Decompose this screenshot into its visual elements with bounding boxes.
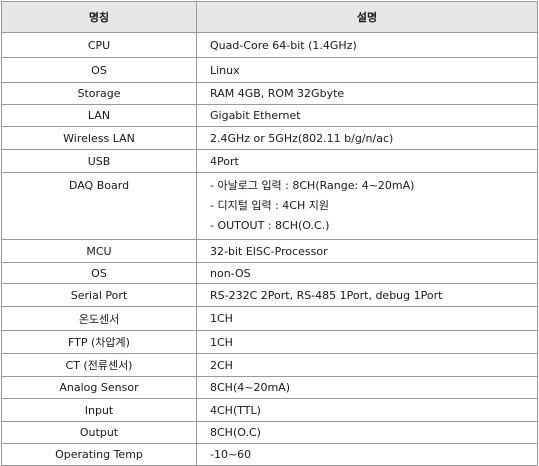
daq-digital-input: - 디지털 입력 : 4CH 지원: [210, 199, 329, 212]
row-name: LAN: [1, 104, 197, 127]
row-description: 1CH: [196, 306, 538, 331]
row-name: Output: [1, 421, 197, 444]
header-row: 명칭 설명: [1, 1, 538, 33]
table-row: FTP (차압계) 1CH: [1, 330, 538, 354]
row-description: 2CH: [196, 353, 538, 377]
table-row: DAQ Board - 아날로그 입력 : 8CH(Range: 4~20mA)…: [1, 172, 538, 240]
row-description: 4CH(TTL): [196, 398, 538, 422]
row-description: RAM 4GB, ROM 32Gbyte: [196, 82, 538, 105]
row-description: Linux: [196, 57, 538, 83]
row-name: OS: [1, 57, 197, 83]
row-description: Quad-Core 64-bit (1.4GHz): [196, 32, 538, 58]
row-name: DAQ Board: [1, 172, 197, 240]
row-name: 온도센서: [1, 306, 197, 331]
row-name: CPU: [1, 32, 197, 58]
table-row: LAN Gigabit Ethernet: [1, 104, 538, 127]
header-description: 설명: [196, 1, 538, 33]
table-row: Analog Sensor 8CH(4~20mA): [1, 376, 538, 399]
table-row: 온도센서 1CH: [1, 306, 538, 331]
table-row: OS Linux: [1, 57, 538, 83]
table-row: Input 4CH(TTL): [1, 398, 538, 422]
row-name: Serial Port: [1, 283, 197, 307]
row-description: 8CH(O.C): [196, 421, 538, 444]
row-description: 2.4GHz or 5GHz(802.11 b/g/n/ac): [196, 126, 538, 150]
row-name: CT (전류센서): [1, 353, 197, 377]
row-name: FTP (차압계): [1, 330, 197, 354]
daq-output: - OUTOUT : 8CH(O.C.): [210, 219, 330, 232]
table-row: Serial Port RS-232C 2Port, RS-485 1Port,…: [1, 283, 538, 307]
row-description: 4Port: [196, 149, 538, 173]
row-name: MCU: [1, 239, 197, 263]
table-row: Wireless LAN 2.4GHz or 5GHz(802.11 b/g/n…: [1, 126, 538, 150]
row-description: 32-bit EISC-Processor: [196, 239, 538, 263]
row-name: Analog Sensor: [1, 376, 197, 399]
table-row: USB 4Port: [1, 149, 538, 173]
row-name: USB: [1, 149, 197, 173]
table-row: MCU 32-bit EISC-Processor: [1, 239, 538, 263]
row-description: Gigabit Ethernet: [196, 104, 538, 127]
daq-analog-input: - 아날로그 입력 : 8CH(Range: 4~20mA): [210, 179, 415, 192]
row-name: OS: [1, 262, 197, 284]
table-row: Output 8CH(O.C): [1, 421, 538, 444]
row-description: non-OS: [196, 262, 538, 284]
row-name: Wireless LAN: [1, 126, 197, 150]
table-row: OS non-OS: [1, 262, 538, 284]
header-name: 명칭: [1, 1, 197, 33]
row-description: RS-232C 2Port, RS-485 1Port, debug 1Port: [196, 283, 538, 307]
row-description: - 아날로그 입력 : 8CH(Range: 4~20mA) - 디지털 입력 …: [196, 172, 538, 240]
table-row: CT (전류센서) 2CH: [1, 353, 538, 377]
row-name: Input: [1, 398, 197, 422]
row-description: 8CH(4~20mA): [196, 376, 538, 399]
row-description: 1CH: [196, 330, 538, 354]
row-name: Storage: [1, 82, 197, 105]
table-row: Storage RAM 4GB, ROM 32Gbyte: [1, 82, 538, 105]
table-row: CPU Quad-Core 64-bit (1.4GHz): [1, 32, 538, 58]
